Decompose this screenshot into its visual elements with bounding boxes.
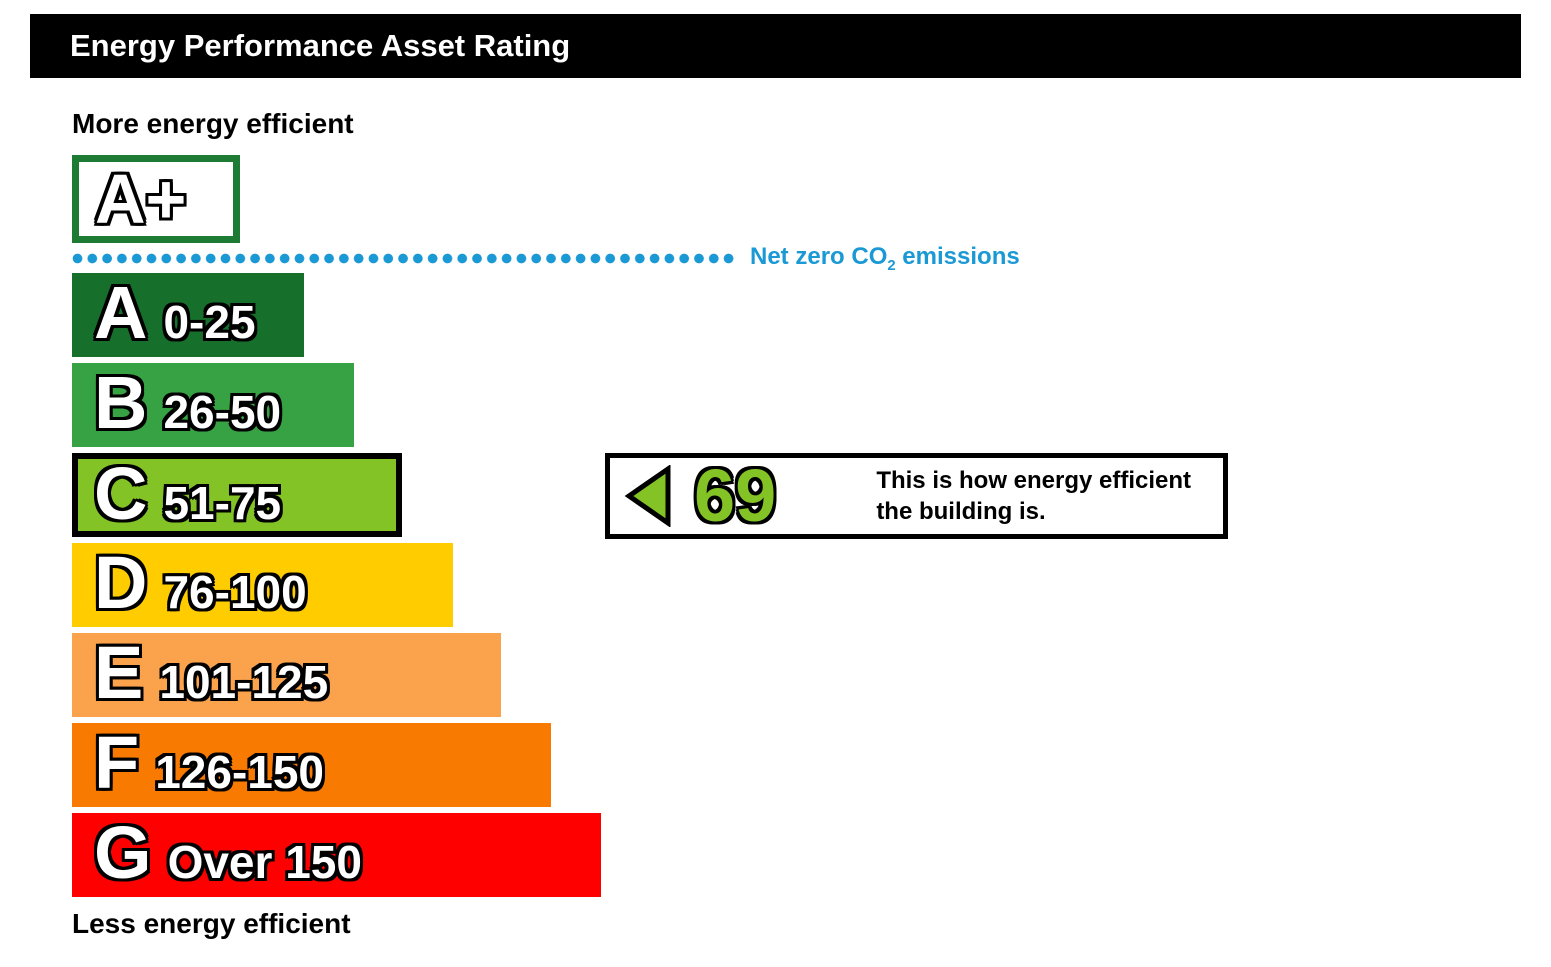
band-a-plus-letter: A+ <box>95 160 187 238</box>
band-letter: G <box>94 811 152 894</box>
band-range: 126-150 <box>155 746 325 798</box>
band-a-plus: A+ <box>72 155 240 243</box>
band-bar-c: C 51-75 <box>72 453 402 537</box>
more-efficient-label: More energy efficient <box>72 108 354 139</box>
band-range: 101-125 <box>159 656 329 708</box>
rating-description-line1: This is how energy efficient <box>876 467 1192 494</box>
band-letter: F <box>94 721 140 804</box>
dotted-line <box>72 252 738 264</box>
band-bar-a: A 0-25 <box>72 273 304 357</box>
band-letter: B <box>94 361 148 444</box>
band-range: 26-50 <box>163 386 282 438</box>
net-zero-row: Net zero CO2 emissions <box>72 243 1020 273</box>
band-text: C 51-75 <box>78 457 396 550</box>
less-efficient-label: Less energy efficient <box>72 908 351 939</box>
net-zero-prefix: Net zero CO <box>750 242 888 270</box>
band-range: 0-25 <box>163 296 256 348</box>
band-bar-e: E 101-125 <box>72 633 501 717</box>
band-range: 76-100 <box>163 566 307 618</box>
band-letter: D <box>94 541 148 624</box>
band-text: F 126-150 <box>72 723 551 824</box>
band-range: Over 150 <box>167 836 362 888</box>
band-bar-g: G Over 150 <box>72 813 601 897</box>
band-letter: E <box>94 631 144 714</box>
rating-value: 69 <box>694 454 777 537</box>
band-text: A 0-25 <box>72 273 304 374</box>
band-text: B 26-50 <box>72 363 354 464</box>
band-text: E 101-125 <box>72 633 501 734</box>
band-bar-b: B 26-50 <box>72 363 354 447</box>
band-text: D 76-100 <box>72 543 453 644</box>
left-arrow-icon <box>624 465 671 527</box>
net-zero-suffix: emissions <box>895 242 1020 270</box>
rating-description-line2: the building is. <box>876 498 1046 525</box>
net-zero-label: Net zero CO2 emissions <box>750 243 1020 274</box>
band-letter: C <box>94 452 148 535</box>
band-bar-f: F 126-150 <box>72 723 551 807</box>
net-zero-subscript: 2 <box>887 257 896 274</box>
rating-bands: A 0-25 B 26-50 C 51-75 D 76-100 E 101-125 F 12 <box>72 273 601 903</box>
current-rating-box: 69 This is how energy efficient the buil… <box>605 453 1228 539</box>
rating-description: This is how energy efficient the buildin… <box>876 465 1191 527</box>
page-title: Energy Performance Asset Rating <box>30 14 1521 78</box>
band-range: 51-75 <box>163 477 282 529</box>
band-text: G Over 150 <box>72 813 601 914</box>
band-bar-d: D 76-100 <box>72 543 453 627</box>
band-letter: A <box>94 271 148 354</box>
